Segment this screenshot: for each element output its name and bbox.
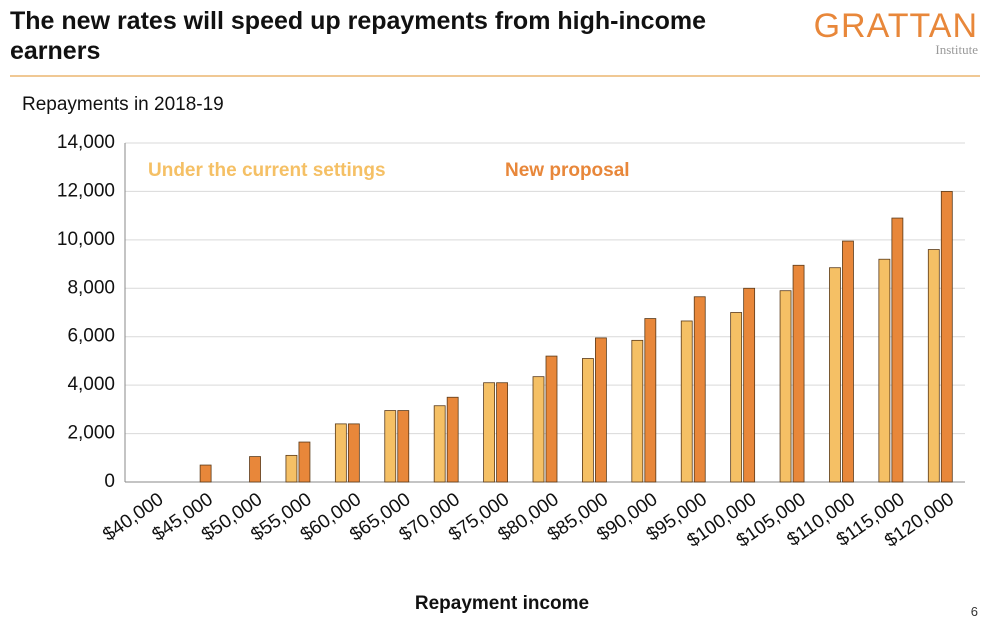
title-rule: [10, 75, 980, 77]
bar: [545, 355, 558, 483]
logo: GRATTAN Institute: [814, 8, 978, 56]
bar: [433, 405, 446, 483]
bar: [582, 358, 594, 483]
y-tick-label: 8,000: [67, 277, 115, 298]
slide-title: The new rates will speed up repayments f…: [10, 7, 706, 65]
bar: [483, 382, 495, 483]
bar: [743, 287, 756, 483]
bar: [298, 441, 311, 483]
bar: [347, 423, 360, 483]
legend-entry: New proposal: [505, 160, 630, 181]
bar: [249, 456, 261, 483]
logo-text: GRATTAN: [813, 7, 978, 45]
bar: [334, 423, 347, 483]
bar: [927, 249, 940, 483]
bar: [532, 376, 545, 483]
bar: [680, 320, 693, 483]
bar: [693, 296, 706, 483]
bar: [384, 410, 397, 483]
y-tick-label: 2,000: [67, 423, 115, 444]
y-tick-label: 0: [104, 471, 115, 492]
bar: [496, 382, 508, 483]
bar: [595, 337, 607, 483]
x-axis-label: Repayment income: [415, 593, 589, 614]
bar: [829, 267, 841, 483]
bar: [285, 454, 298, 483]
y-tick-label: 4,000: [67, 374, 115, 395]
y-tick-label: 6,000: [67, 326, 115, 347]
y-tick-label: 10,000: [57, 229, 115, 250]
page-number: 6: [970, 604, 978, 619]
bar: [730, 312, 743, 483]
bar: [199, 464, 212, 483]
bar: [792, 264, 805, 483]
bar: [779, 290, 792, 483]
bar: [644, 318, 657, 483]
bar: [842, 240, 854, 483]
bar: [631, 339, 644, 483]
y-tick-label: 12,000: [57, 180, 115, 201]
bar: [940, 191, 953, 483]
bar: [891, 217, 904, 483]
bar: [397, 410, 410, 483]
y-tick-label: 14,000: [57, 132, 115, 153]
bar: [446, 396, 459, 483]
legend-entry: Under the current settings: [148, 160, 386, 181]
bar: [878, 258, 891, 483]
y-axis-label: Repayments in 2018-19: [22, 94, 224, 115]
logo-subtext: Institute: [935, 42, 978, 57]
